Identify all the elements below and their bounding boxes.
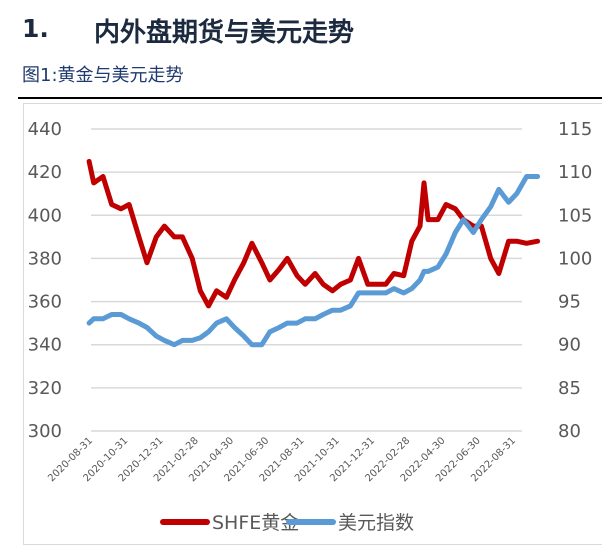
- divider: [18, 97, 602, 99]
- left-axis-tick: 380: [28, 248, 62, 269]
- right-axis-tick: 80: [558, 421, 581, 442]
- right-axis-tick: 90: [558, 335, 581, 356]
- left-axis-tick: 440: [28, 119, 62, 140]
- left-axis-tick: 320: [28, 378, 62, 399]
- heading-number: 1.: [22, 14, 49, 43]
- right-axis-tick: 95: [558, 292, 581, 313]
- usd-index-series-line: [86, 174, 541, 348]
- left-axis-tick: 300: [28, 421, 62, 442]
- figure-title: 图1:黄金与美元走势: [22, 65, 184, 86]
- left-axis-tick: 340: [28, 335, 62, 356]
- right-axis-tick: 115: [558, 119, 592, 140]
- right-axis-tick: 110: [558, 162, 592, 183]
- right-axis-tick: 85: [558, 378, 581, 399]
- right-axis-tick: 100: [558, 248, 592, 269]
- left-axis-tick: 360: [28, 292, 62, 313]
- right-axis-tick: 105: [558, 205, 592, 226]
- gold-series-line: [86, 158, 541, 309]
- legend-gold-label: SHFE黄金: [212, 512, 299, 534]
- heading-title: 内外盘期货与美元走势: [94, 18, 355, 48]
- left-axis-tick: 420: [28, 162, 62, 183]
- legend-usd-label: 美元指数: [338, 512, 414, 534]
- left-axis-tick: 400: [28, 205, 62, 226]
